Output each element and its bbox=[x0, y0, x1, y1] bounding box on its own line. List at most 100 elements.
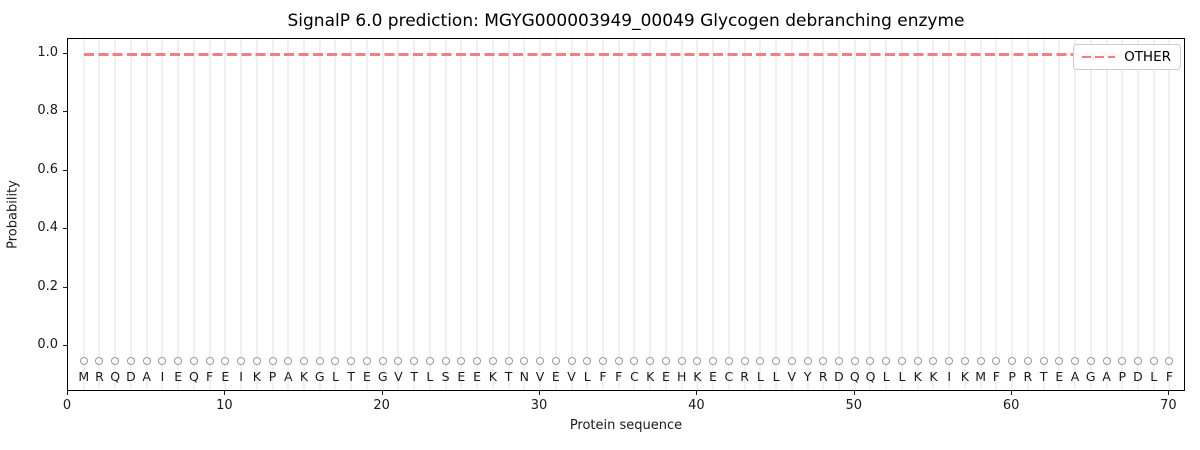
y-tick-mark bbox=[63, 228, 67, 230]
residue-marker bbox=[551, 356, 560, 365]
residue-letter: K bbox=[646, 369, 655, 384]
residue-letter: Q bbox=[188, 369, 199, 384]
residue-marker bbox=[992, 356, 1001, 365]
residue-marker bbox=[945, 356, 954, 365]
residue-letter: L bbox=[332, 369, 339, 384]
residue-marker bbox=[976, 356, 985, 365]
x-tick-label: 20 bbox=[373, 398, 390, 413]
residue-letter: R bbox=[818, 369, 828, 384]
residue-marker bbox=[221, 356, 230, 365]
gridline bbox=[979, 39, 982, 390]
residue-letter: M bbox=[78, 369, 90, 384]
residue-letter: S bbox=[441, 369, 450, 384]
x-tick-mark bbox=[853, 391, 855, 395]
residue-marker bbox=[1086, 356, 1095, 365]
x-tick-label: 10 bbox=[216, 398, 233, 413]
gridline bbox=[444, 39, 447, 390]
residue-marker bbox=[142, 356, 151, 365]
gridline bbox=[460, 39, 463, 390]
residue-marker bbox=[598, 356, 607, 365]
residue-marker bbox=[583, 356, 592, 365]
residue-letter: A bbox=[284, 369, 293, 384]
residue-letter: E bbox=[457, 369, 466, 384]
x-axis-label: Protein sequence bbox=[569, 418, 683, 433]
gridline bbox=[696, 39, 699, 390]
gridline bbox=[885, 39, 888, 390]
residue-marker bbox=[174, 356, 183, 365]
residue-marker bbox=[1165, 356, 1174, 365]
residue-letter: Q bbox=[865, 369, 876, 384]
residue-marker bbox=[819, 356, 828, 365]
gridline bbox=[570, 39, 573, 390]
gridline bbox=[224, 39, 227, 390]
gridline bbox=[397, 39, 400, 390]
gridline bbox=[208, 39, 211, 390]
residue-letter: M bbox=[975, 369, 987, 384]
y-tick-mark bbox=[63, 111, 67, 113]
y-tick-mark bbox=[63, 169, 67, 171]
residue-letter: K bbox=[488, 369, 497, 384]
residue-letter: I bbox=[239, 369, 243, 384]
gridline bbox=[948, 39, 951, 390]
residue-letter: F bbox=[992, 369, 1000, 384]
gridline bbox=[129, 39, 132, 390]
residue-letter: F bbox=[615, 369, 623, 384]
legend-label-other: OTHER bbox=[1124, 49, 1171, 65]
gridline bbox=[491, 39, 494, 390]
residue-marker bbox=[473, 356, 482, 365]
residue-marker bbox=[457, 356, 466, 365]
residue-letter: K bbox=[913, 369, 922, 384]
gridline bbox=[114, 39, 117, 390]
x-tick-label: 70 bbox=[1160, 398, 1177, 413]
residue-marker bbox=[646, 356, 655, 365]
residue-letter: L bbox=[898, 369, 906, 384]
residue-marker bbox=[111, 356, 120, 365]
x-tick-label: 60 bbox=[1002, 398, 1020, 413]
residue-marker bbox=[189, 356, 198, 365]
legend-box: OTHER bbox=[1073, 44, 1181, 70]
residue-marker bbox=[709, 356, 718, 365]
gridline bbox=[853, 39, 856, 390]
gridline bbox=[900, 39, 903, 390]
gridline bbox=[633, 39, 636, 390]
residue-letter: E bbox=[1055, 369, 1064, 384]
residue-marker bbox=[929, 356, 938, 365]
x-tick-mark bbox=[696, 391, 698, 395]
gridline bbox=[806, 39, 809, 390]
gridline bbox=[1058, 39, 1061, 390]
y-tick-mark bbox=[63, 53, 67, 54]
gridline bbox=[649, 39, 652, 390]
residue-letter: R bbox=[740, 369, 749, 384]
residue-marker bbox=[630, 356, 639, 365]
residue-marker bbox=[567, 356, 576, 365]
residue-letter: V bbox=[394, 369, 403, 384]
residue-marker bbox=[536, 356, 545, 365]
gridline bbox=[1042, 39, 1045, 390]
residue-letter: P bbox=[268, 369, 277, 384]
x-tick-label: 0 bbox=[62, 398, 72, 413]
residue-letter: Q bbox=[849, 369, 860, 384]
gridline bbox=[1152, 39, 1155, 390]
gridline bbox=[381, 39, 384, 390]
gridline bbox=[838, 39, 840, 390]
residue-marker bbox=[614, 356, 623, 365]
residue-marker bbox=[425, 356, 434, 365]
gridline bbox=[1136, 39, 1139, 390]
gridline bbox=[82, 39, 85, 390]
residue-marker bbox=[158, 356, 167, 365]
residue-letter: P bbox=[1118, 369, 1126, 384]
residue-letter: K bbox=[960, 369, 969, 384]
gridline bbox=[963, 39, 966, 390]
residue-letter: K bbox=[693, 369, 702, 384]
gridline bbox=[759, 39, 762, 390]
gridline bbox=[1011, 39, 1014, 390]
residue-marker bbox=[79, 356, 88, 365]
gridline bbox=[1089, 39, 1092, 390]
residue-letter: E bbox=[363, 369, 371, 384]
x-tick-label: 30 bbox=[530, 398, 548, 413]
residue-letter: C bbox=[724, 369, 734, 384]
gridline bbox=[161, 39, 164, 390]
residue-letter: L bbox=[1150, 369, 1158, 384]
residue-letter: L bbox=[882, 369, 890, 384]
y-tick-mark bbox=[63, 345, 67, 346]
